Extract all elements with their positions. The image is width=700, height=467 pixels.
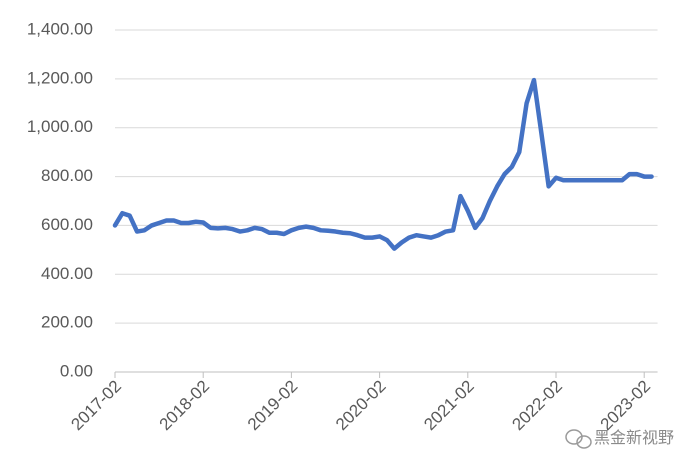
y-tick-label: 800.00 (41, 166, 93, 185)
y-tick-label: 1,000.00 (27, 117, 93, 136)
y-tick-label: 600.00 (41, 215, 93, 234)
y-tick-label: 400.00 (41, 264, 93, 283)
data-line (112, 77, 654, 251)
y-tick-label: 200.00 (41, 313, 93, 332)
x-tick-label: 2020-02 (332, 377, 390, 435)
watermark: 黑金新视野 (594, 429, 674, 447)
y-tick-label: 1,200.00 (27, 68, 93, 87)
y-tick-label: 0.00 (60, 361, 93, 380)
x-tick-label: 2017-02 (67, 377, 125, 435)
y-tick-label: 1,400.00 (27, 19, 93, 38)
x-tick-label: 2018-02 (156, 377, 214, 435)
x-tick-label: 2021-02 (420, 377, 478, 435)
watermark-icon (565, 429, 592, 449)
x-tick-label: 2019-02 (244, 377, 302, 435)
x-tick-label: 2022-02 (508, 377, 566, 435)
x-tick-label: 2023-02 (597, 377, 655, 435)
